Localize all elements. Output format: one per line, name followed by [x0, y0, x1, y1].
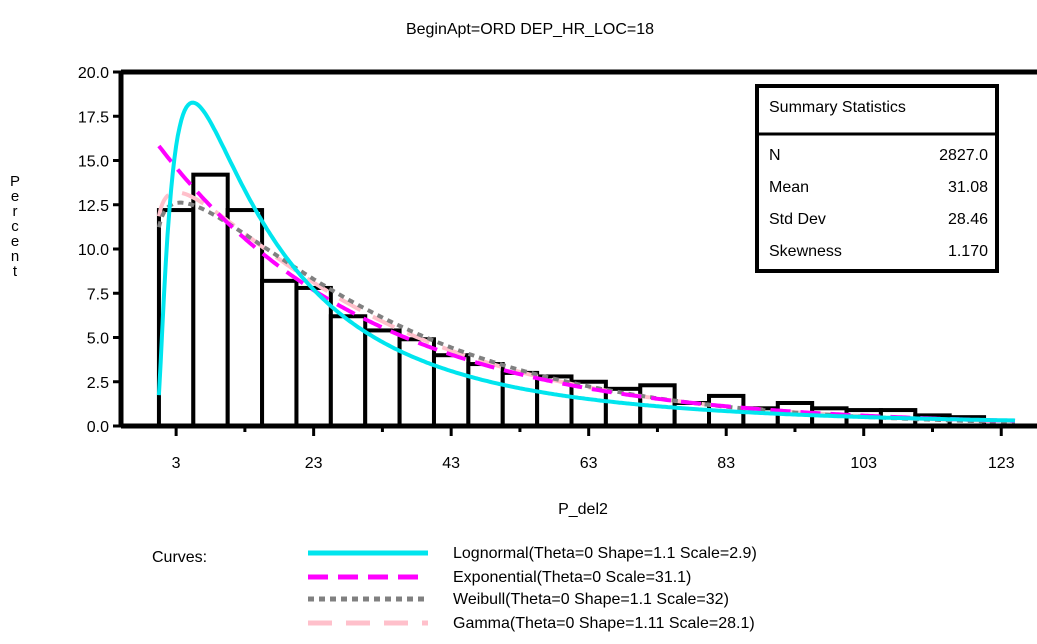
summary-mean-value: 31.08 [948, 179, 988, 196]
y-tick-label: 15.0 [78, 154, 109, 171]
x-tick-label: 63 [580, 455, 598, 472]
summary-stddev-label: Std Dev [769, 211, 826, 228]
x-tick-label: 123 [988, 455, 1015, 472]
y-tick-label: 20.0 [78, 65, 109, 82]
histogram-bars [156, 172, 987, 429]
y-tick-label: 10.0 [78, 242, 109, 259]
histogram-bar [260, 278, 299, 428]
x-tick-label: 43 [442, 455, 460, 472]
gamma-legend-label: Gamma(Theta=0 Shape=1.11 Scale=28.1) [453, 615, 755, 632]
density-curves [156, 100, 1016, 424]
summary-stddev-value: 28.46 [948, 211, 988, 228]
y-tick-label: 12.5 [78, 198, 109, 215]
y-tick-label: 7.5 [87, 286, 109, 303]
legend-curves-label: Curves: [152, 549, 207, 566]
chart-title: BeginApt=ORD DEP_HR_LOC=18 [406, 21, 654, 38]
histogram-bar [363, 328, 402, 429]
summary-statistics-box: Summary Statistics N 2827.0 Mean 31.08 S… [755, 84, 999, 273]
x-tick-label: 103 [850, 455, 877, 472]
y-tick-label: 17.5 [78, 109, 109, 126]
summary-skewness-value: 1.170 [948, 243, 988, 260]
axes: 0.0 2.5 5.0 7.5 10.0 12.5 15.0 17.5 20.0 3 23 43 63 8… [78, 65, 1037, 472]
y-tick-label: 5.0 [87, 331, 109, 348]
summary-n-label: N [769, 147, 781, 164]
legend: Curves: Lognormal(Theta=0 Shape=1.1 Scal… [152, 545, 757, 632]
histogram-bar [328, 314, 368, 429]
lognormal-curve [156, 100, 1016, 423]
weibull-legend-label: Weibull(Theta=0 Shape=1.1 Scale=32) [453, 591, 729, 608]
histogram-bar [294, 285, 333, 428]
summary-mean-label: Mean [769, 179, 809, 196]
y-tick-label: 0.0 [87, 419, 109, 436]
lognormal-legend-label: Lognormal(Theta=0 Shape=1.1 Scale=2.9) [453, 545, 757, 562]
histogram-bar [500, 370, 540, 428]
x-tick-label: 3 [172, 455, 181, 472]
x-axis-label: P_del2 [558, 501, 608, 518]
summary-skewness-label: Skewness [769, 243, 842, 260]
x-tick-label: 23 [305, 455, 323, 472]
summary-n-value: 2827.0 [939, 147, 988, 164]
exponential-legend-label: Exponential(Theta=0 Scale=31.1) [453, 569, 691, 586]
y-tick-label: 2.5 [87, 375, 109, 392]
summary-title: Summary Statistics [769, 99, 906, 116]
x-tick-label: 83 [717, 455, 735, 472]
histogram-bar [466, 362, 505, 428]
